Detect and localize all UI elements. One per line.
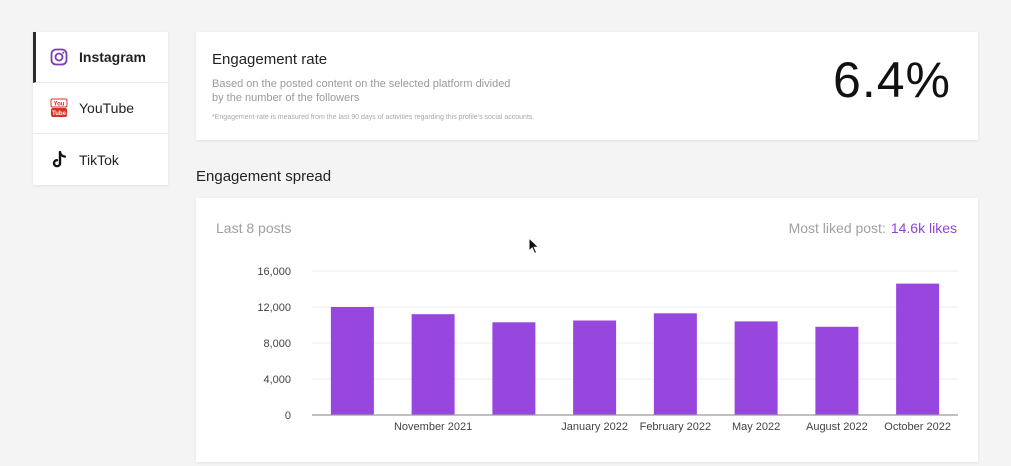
sidebar-item-youtube[interactable]: You Tube YouTube <box>33 83 168 134</box>
bar <box>411 314 455 415</box>
instagram-icon <box>49 47 69 67</box>
engagement-bar-chart: 0 4,000 8,000 12,000 16,000 November 2021 Janu… <box>257 266 958 433</box>
engagement-rate-title: Engagement rate <box>212 51 328 68</box>
x-tick-label: February 2022 <box>640 421 712 433</box>
engagement-rate-value: 6.4% <box>833 52 951 108</box>
posts-range-label: Last 8 posts <box>216 220 292 236</box>
sidebar-item-label: Instagram <box>79 49 146 65</box>
x-tick-label: October 2022 <box>884 421 951 433</box>
x-tick-label: November 2021 <box>394 421 472 433</box>
bar <box>573 320 617 415</box>
bar <box>734 321 778 415</box>
tiktok-icon <box>49 150 69 170</box>
sidebar-item-label: YouTube <box>79 100 135 116</box>
y-tick-label: 0 <box>285 410 291 422</box>
x-tick-label: January 2022 <box>561 421 628 433</box>
youtube-icon: You Tube <box>49 98 69 118</box>
bar <box>330 307 374 415</box>
sidebar-item-label: TikTok <box>79 151 119 168</box>
bar <box>653 313 697 415</box>
svg-text:You: You <box>54 102 65 108</box>
bar <box>815 326 859 415</box>
most-liked-label: Most liked post: <box>788 220 886 236</box>
x-tick-label: May 2022 <box>732 421 780 433</box>
most-liked-summary: Most liked post: 14.6k likes <box>789 220 957 236</box>
bar <box>896 283 940 415</box>
engagement-rate-note: *Engagement-rate is measured from the la… <box>212 114 535 121</box>
bar <box>492 322 536 415</box>
svg-text:Tube: Tube <box>52 111 67 117</box>
engagement-spread-title: Engagement spread <box>196 168 332 185</box>
engagement-spread-card: Last 8 posts Most liked post: 14.6k likes… <box>196 198 978 462</box>
x-tick-label: August 2022 <box>806 421 868 433</box>
y-tick-label: 4,000 <box>263 374 291 386</box>
engagement-rate-card: Engagement rate Based on the posted cont… <box>196 32 978 140</box>
y-tick-label: 8,000 <box>263 338 291 350</box>
sidebar-item-tiktok[interactable]: TikTok <box>33 134 168 185</box>
most-liked-value: 14.6k likes <box>890 220 957 236</box>
y-tick-label: 16,000 <box>257 266 291 278</box>
platform-sidebar: Instagram You Tube YouTube TikTok <box>33 32 168 185</box>
sidebar-item-instagram[interactable]: Instagram <box>33 32 168 83</box>
engagement-rate-description: Based on the posted content on the selec… <box>212 78 511 104</box>
mouse-cursor-icon <box>528 236 540 260</box>
y-tick-label: 12,000 <box>257 302 291 314</box>
